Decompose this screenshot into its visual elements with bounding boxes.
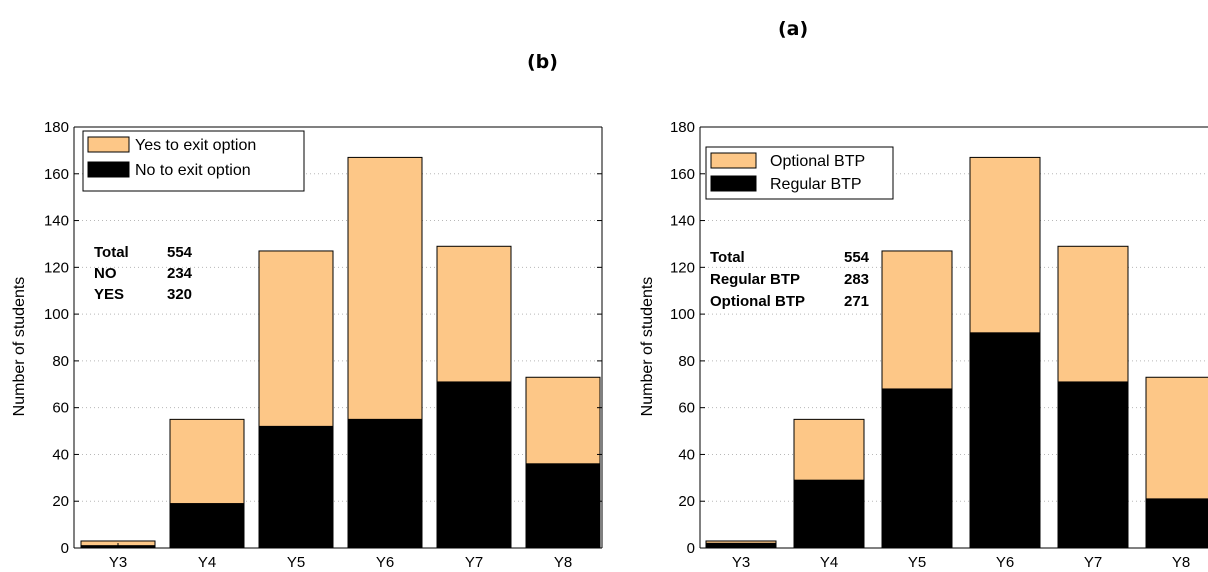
summary-label: Total [94,244,129,261]
bar-Y3-series-1 [705,540,777,544]
summary-value: 554 [844,249,870,266]
bar-Y8-series-1 [1145,376,1208,500]
y-tick-label: 100 [44,306,69,323]
y-tick-label: 140 [44,213,69,230]
x-tick-label: Y6 [996,554,1014,571]
bar-Y6-series-1 [347,156,423,420]
bar-Y5-series-0 [881,388,953,549]
y-tick-label: 120 [670,259,695,276]
y-tick-label: 40 [678,446,695,463]
y-tick-label: 140 [670,213,695,230]
y-tick-label: 20 [52,493,69,510]
legend-label: Optional BTP [770,153,865,170]
y-tick-label: 180 [670,119,695,136]
x-tick-label: Y8 [1172,554,1190,571]
y-tick-label: 80 [52,353,69,370]
panel-label-b: (b) [527,51,558,73]
y-tick-label: 40 [52,446,69,463]
legend-label: Yes to exit option [135,137,256,154]
y-axis-label: Number of students [639,277,656,417]
bar-Y4-series-0 [169,503,245,549]
x-tick-label: Y5 [908,554,926,571]
summary-value: 271 [844,293,869,310]
bar-Y4-series-0 [793,479,865,549]
bar-Y5-series-0 [258,425,334,549]
y-tick-label: 160 [44,166,69,183]
summary-value: 554 [167,244,193,261]
y-tick-label: 20 [678,493,695,510]
x-tick-label: Y4 [820,554,838,571]
panel-label-a: (a) [778,18,809,40]
summary-value: 283 [844,271,869,288]
x-tick-label: Y5 [287,554,305,571]
summary-label: Total [710,249,745,266]
x-tick-label: Y8 [554,554,572,571]
chart-1: Y3 Y4 Y5 Y6 Y7 Y8 0 20 40 60 80 100 120 140 160 180 Numb… [639,119,1208,571]
summary-label: Regular BTP [710,271,800,288]
summary-label: NO [94,265,117,282]
y-tick-label: 80 [678,353,695,370]
x-tick-label: Y7 [465,554,483,571]
y-tick-label: 120 [44,259,69,276]
y-axis-label: Number of students [11,277,28,417]
legend-swatch [87,161,130,178]
summary-label: YES [94,286,124,303]
summary-value: 320 [167,286,192,303]
bar-Y8-series-0 [1145,498,1208,549]
bar-Y8-series-0 [525,463,601,549]
bar-Y4-series-1 [169,418,245,505]
legend-swatch [710,152,757,169]
y-tick-label: 100 [670,306,695,323]
legend-label: No to exit option [135,162,251,179]
y-tick-label: 0 [687,540,695,557]
bar-Y6-series-0 [347,418,423,549]
bar-Y5-series-1 [258,250,334,427]
y-tick-label: 160 [670,166,695,183]
bar-Y7-series-0 [1057,381,1129,549]
bar-Y7-series-1 [436,245,512,383]
bar-Y8-series-1 [525,376,601,465]
x-tick-label: Y3 [732,554,750,571]
y-tick-label: 0 [61,540,69,557]
bar-Y6-series-1 [969,156,1041,334]
y-tick-label: 60 [678,400,695,417]
bar-Y7-series-1 [1057,245,1129,383]
bar-Y7-series-0 [436,381,512,549]
legend-label: Regular BTP [770,176,862,193]
x-tick-label: Y6 [376,554,394,571]
y-tick-label: 180 [44,119,69,136]
bar-Y6-series-0 [969,332,1041,549]
x-tick-label: Y7 [1084,554,1102,571]
bar-Y5-series-1 [881,250,953,390]
legend-swatch [87,136,130,153]
summary-value: 234 [167,265,193,282]
y-tick-label: 60 [52,400,69,417]
legend-swatch [710,175,757,192]
x-tick-label: Y3 [109,554,127,571]
bar-Y4-series-1 [793,418,865,481]
chart-0: Y3 Y4 Y5 Y6 Y7 Y8 0 20 40 60 80 100 120 140 160 180 Numb… [11,119,603,571]
summary-label: Optional BTP [710,293,805,310]
x-tick-label: Y4 [198,554,216,571]
